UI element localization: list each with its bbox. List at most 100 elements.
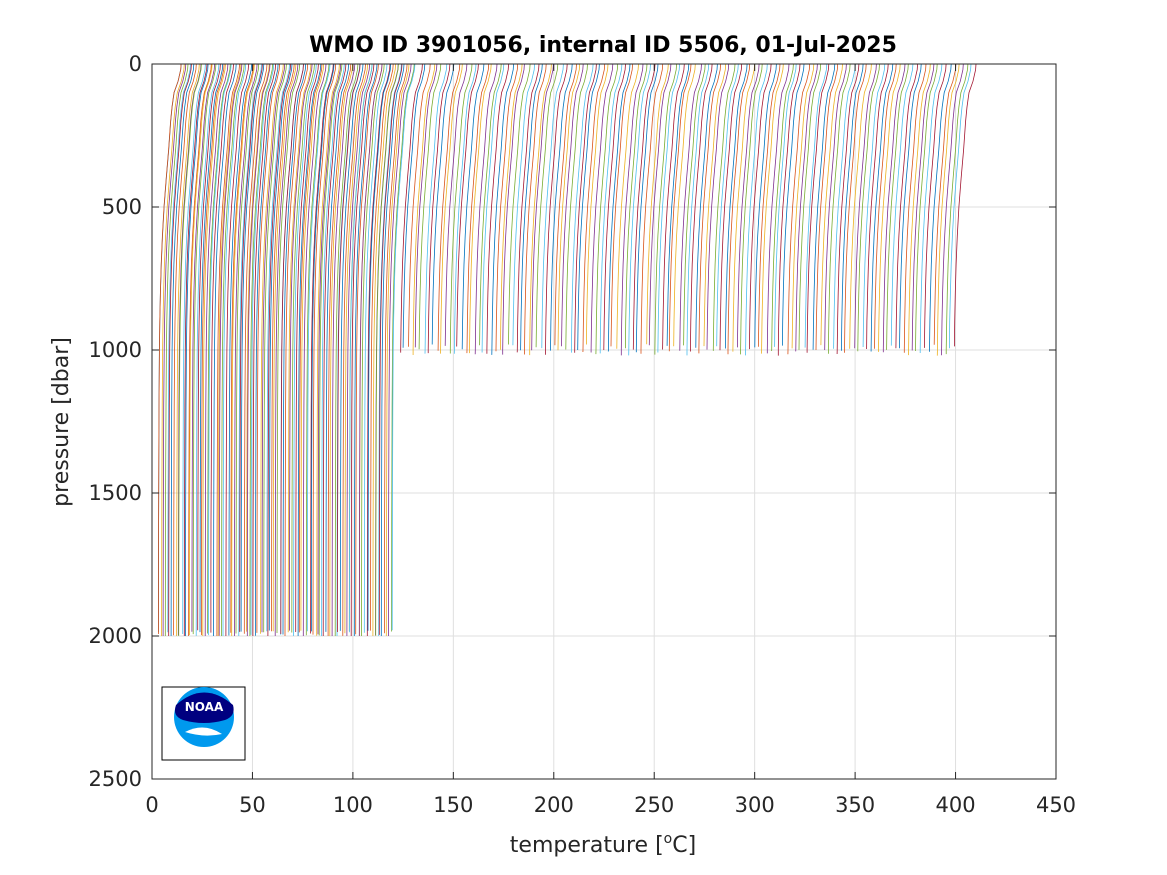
x-tick-label: 400 [936, 793, 976, 817]
profile-line [890, 64, 914, 346]
profile-line [449, 64, 473, 354]
profile-line [673, 64, 696, 347]
profile-lines [157, 64, 977, 637]
profile-line [437, 64, 461, 351]
profile-line [703, 64, 727, 347]
chart-title: WMO ID 3901056, internal ID 5506, 01-Jul… [309, 33, 897, 58]
profile-line [628, 64, 651, 356]
profile-line [331, 64, 356, 637]
profile-line [740, 64, 763, 355]
x-axis-label: temperature [oC] [510, 831, 696, 858]
profile-line [375, 64, 399, 636]
profile-line [500, 64, 523, 350]
profile-line [358, 64, 383, 637]
profile-line [199, 64, 224, 633]
profile-line [698, 64, 721, 354]
profile-line [263, 64, 287, 633]
profile-line [456, 64, 479, 347]
profile-line [804, 64, 828, 348]
profile-line [774, 64, 797, 347]
y-tick-labels: 0 500 1000 1500 2000 2500 [89, 52, 142, 791]
y-tick-label: 1000 [89, 338, 142, 362]
profile-line [161, 64, 185, 637]
profile-line [367, 64, 392, 631]
profile-line [903, 64, 927, 353]
profile-line [431, 64, 455, 345]
profile-line [321, 64, 345, 637]
profile-line [191, 64, 215, 632]
profile-line [250, 64, 275, 635]
profile-line [162, 64, 187, 637]
profile-line [400, 64, 423, 353]
profile-line [882, 64, 906, 353]
profile-line [182, 64, 206, 635]
profile-line [444, 64, 468, 346]
profile-line [355, 64, 379, 635]
profile-line [424, 64, 448, 354]
profile-line [312, 64, 337, 635]
profile-line [512, 64, 535, 346]
profile-line [798, 64, 822, 350]
profile-line [474, 64, 498, 355]
plot-area [152, 64, 1056, 779]
profile-line [260, 64, 284, 634]
profile-line [557, 64, 581, 351]
profile-line [915, 64, 938, 351]
profile-line [607, 64, 631, 352]
profile-line [210, 64, 234, 633]
profile-line [683, 64, 706, 346]
profile-line [391, 64, 415, 632]
profile-line [469, 64, 492, 354]
profile-line [745, 64, 768, 356]
profile-line [370, 64, 394, 631]
profile-line [648, 64, 672, 346]
profile-line [595, 64, 619, 355]
profile-line [378, 64, 402, 637]
profile-line [737, 64, 760, 348]
profile-line [197, 64, 221, 631]
profile-line [886, 64, 909, 350]
profile-line [535, 64, 559, 348]
profile-line [795, 64, 818, 352]
profile-line [231, 64, 255, 637]
profile-line [342, 64, 366, 636]
profile-line [385, 64, 410, 637]
y-tick-label: 2000 [89, 624, 142, 648]
profile-line [787, 64, 811, 355]
profile-line [725, 64, 748, 349]
profile-line [280, 64, 304, 635]
profile-line [378, 64, 403, 635]
profile-line [276, 64, 301, 634]
profile-line [306, 64, 331, 632]
profile-line [238, 64, 262, 637]
profile-line [334, 64, 359, 637]
profile-line [173, 64, 197, 636]
profile-line [239, 64, 263, 632]
profile-line [204, 64, 229, 637]
profile-line [366, 64, 391, 637]
profile-line [486, 64, 509, 354]
profile-line [646, 64, 669, 345]
profile-line [495, 64, 519, 352]
x-tick-label: 450 [1036, 793, 1076, 817]
profile-line [291, 64, 315, 633]
profile-line [408, 64, 431, 347]
profile-line [440, 64, 463, 354]
profile-line [662, 64, 685, 350]
profile-line [686, 64, 710, 356]
profile-line [329, 64, 353, 637]
x-tick-label: 250 [634, 793, 674, 817]
profile-line [550, 64, 573, 351]
profile-line [274, 64, 299, 637]
profile-line [908, 64, 931, 356]
profile-line [170, 64, 195, 637]
profile-line [862, 64, 886, 348]
profile-line [508, 64, 531, 345]
profile-line [267, 64, 291, 637]
profile-line [586, 64, 609, 345]
profile-line [284, 64, 309, 637]
profile-line [479, 64, 502, 346]
profile-line [282, 64, 307, 635]
profile-line [246, 64, 271, 637]
y-tick-label: 2500 [89, 767, 142, 791]
